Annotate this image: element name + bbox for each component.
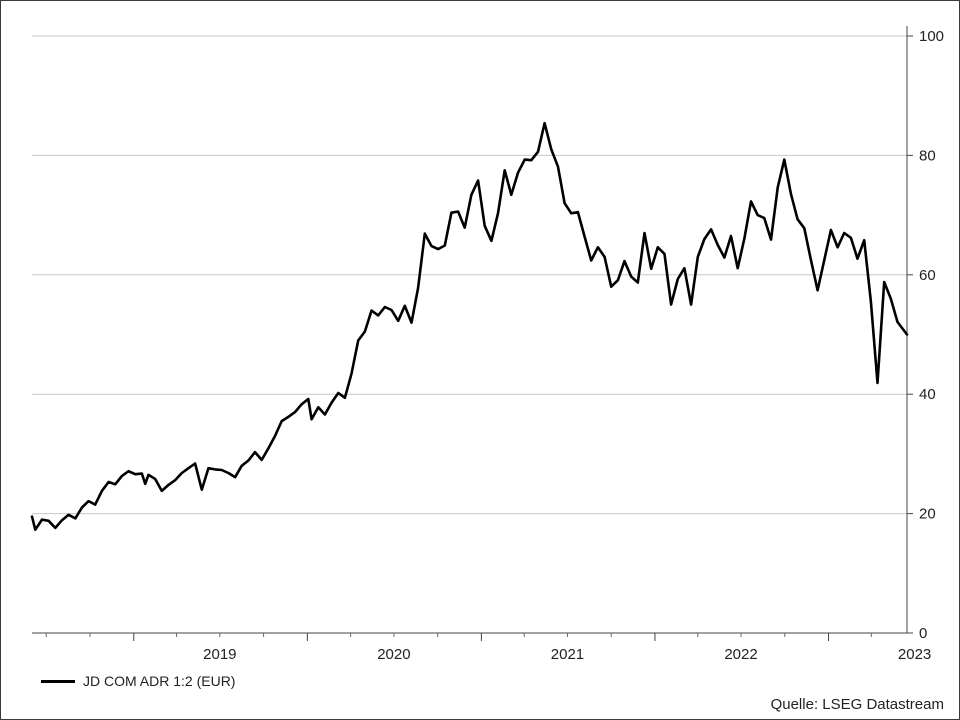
legend-label: JD COM ADR 1:2 (EUR) <box>83 673 236 689</box>
x-tick-label-2023: 2023 <box>898 646 931 663</box>
y-tick-label-0: 0 <box>919 625 927 642</box>
y-tick-label-80: 80 <box>919 147 936 164</box>
y-tick-label-20: 20 <box>919 506 936 523</box>
source-label: Quelle: LSEG Datastream <box>770 696 944 713</box>
x-tick-label-2020: 2020 <box>377 646 410 663</box>
y-tick-label-60: 60 <box>919 267 936 284</box>
legend: JD COM ADR 1:2 (EUR) <box>41 671 235 691</box>
series-line-0 <box>30 121 909 531</box>
x-tick-label-2021: 2021 <box>551 646 584 663</box>
y-tick-label-40: 40 <box>919 386 936 403</box>
x-tick-label-2019: 2019 <box>203 646 236 663</box>
y-tick-label-100: 100 <box>919 28 944 45</box>
x-tick-label-2022: 2022 <box>724 646 757 663</box>
legend-line-swatch <box>41 679 75 683</box>
